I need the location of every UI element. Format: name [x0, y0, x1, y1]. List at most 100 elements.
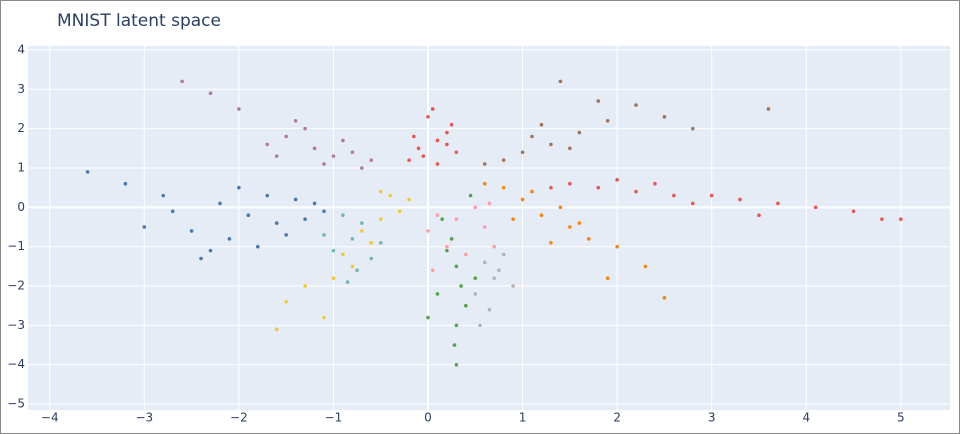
point [662, 115, 667, 119]
point [331, 248, 336, 253]
x-tick-label: 2 [613, 411, 621, 425]
point [426, 115, 430, 119]
point [255, 244, 260, 249]
x-tick-label: 5 [897, 411, 905, 425]
point [558, 205, 563, 210]
point [464, 252, 468, 257]
y-tick-label: −4 [7, 357, 25, 371]
point [416, 146, 421, 151]
point [473, 292, 478, 296]
x-tick-label: −4 [41, 411, 59, 425]
point [430, 107, 435, 111]
point [539, 122, 544, 127]
point [501, 158, 506, 162]
point [757, 213, 761, 218]
point [568, 225, 572, 229]
point [615, 244, 619, 249]
point [227, 237, 232, 241]
point [520, 197, 525, 202]
point [482, 162, 487, 166]
point [454, 323, 459, 328]
point [435, 213, 440, 218]
x-tick-label: 0 [424, 411, 432, 425]
point [161, 193, 166, 198]
point [341, 213, 345, 218]
x-tick-label: −3 [135, 411, 153, 425]
point [435, 162, 440, 166]
point [293, 197, 298, 202]
point [388, 193, 392, 198]
y-tick-label: −3 [7, 318, 25, 332]
point [322, 162, 326, 166]
point [549, 142, 553, 147]
point [322, 209, 326, 214]
point [274, 154, 279, 158]
point [813, 205, 818, 210]
point [274, 221, 279, 225]
y-tick-label: −2 [7, 279, 25, 293]
point [430, 268, 435, 273]
point [208, 91, 213, 96]
point [360, 221, 364, 225]
point [274, 327, 279, 332]
point [378, 240, 383, 245]
point [218, 201, 222, 206]
point [397, 209, 402, 214]
chart-title: MNIST latent space [57, 11, 221, 31]
point [709, 193, 714, 198]
point [312, 201, 317, 206]
y-tick-label: −5 [7, 397, 25, 411]
point [468, 193, 473, 198]
point [355, 268, 359, 273]
point [284, 299, 288, 304]
x-tick-label: 1 [519, 411, 527, 425]
point [452, 343, 457, 347]
point [426, 229, 430, 233]
y-tick-label: −1 [7, 239, 25, 253]
point [378, 189, 383, 194]
point [449, 237, 454, 241]
point [497, 268, 501, 273]
point [322, 233, 326, 237]
point [85, 170, 90, 174]
point [435, 292, 440, 296]
point [558, 79, 563, 84]
y-tick-label: 1 [17, 160, 25, 174]
point [303, 284, 307, 288]
point [454, 150, 459, 155]
point [568, 146, 572, 151]
y-tick-label: 2 [17, 121, 25, 135]
point [482, 181, 487, 186]
point [690, 126, 695, 131]
point [237, 107, 241, 111]
point [568, 181, 572, 186]
point [662, 296, 667, 300]
point [445, 142, 449, 147]
point [265, 142, 270, 147]
point [766, 107, 771, 111]
point [653, 181, 657, 186]
point [738, 197, 742, 202]
point [350, 150, 355, 155]
point [549, 240, 553, 245]
point [487, 307, 492, 312]
point [440, 217, 444, 221]
point [284, 233, 288, 237]
point [378, 217, 383, 221]
point [586, 237, 591, 241]
point [615, 177, 619, 182]
point [341, 138, 345, 143]
x-tick-label: −1 [325, 411, 343, 425]
point [672, 193, 676, 198]
point [634, 103, 638, 107]
point [605, 276, 610, 280]
point [880, 217, 884, 221]
point [237, 185, 241, 190]
point [360, 166, 364, 170]
point [511, 284, 515, 288]
point [643, 264, 648, 269]
point [435, 138, 440, 143]
point [350, 264, 355, 269]
point [170, 209, 175, 214]
